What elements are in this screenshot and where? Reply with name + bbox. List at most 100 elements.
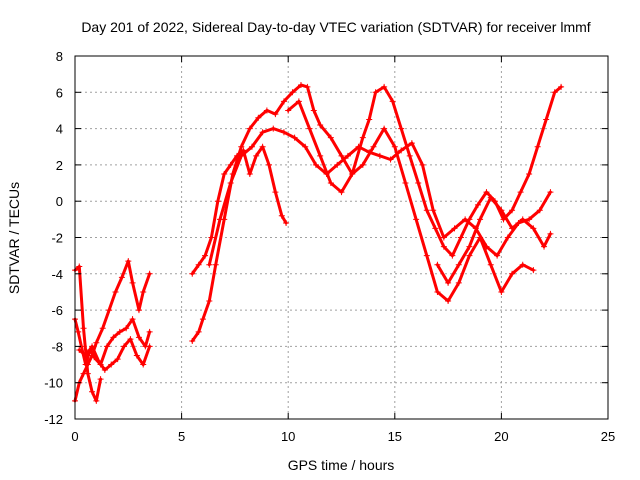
data-point bbox=[123, 325, 130, 332]
data-point bbox=[270, 125, 277, 132]
data-point bbox=[272, 111, 279, 118]
data-point bbox=[519, 216, 526, 223]
data-point bbox=[295, 98, 302, 105]
data-point bbox=[430, 207, 437, 214]
data-point bbox=[359, 161, 366, 168]
data-point bbox=[543, 116, 550, 123]
data-point bbox=[381, 83, 388, 90]
data-point bbox=[498, 207, 505, 214]
data-point bbox=[551, 89, 558, 96]
data-point bbox=[530, 225, 537, 232]
x-tick-label: 0 bbox=[71, 429, 78, 444]
x-axis-label: GPS time / hours bbox=[288, 457, 395, 473]
data-point bbox=[338, 189, 345, 196]
data-point bbox=[477, 216, 484, 223]
data-point bbox=[206, 261, 213, 268]
y-tick-label: 4 bbox=[56, 122, 63, 137]
data-point bbox=[93, 339, 100, 346]
data-point bbox=[434, 288, 441, 295]
data-point bbox=[349, 170, 356, 177]
data-point bbox=[133, 352, 140, 359]
data-point bbox=[238, 152, 245, 159]
data-point bbox=[146, 270, 153, 277]
data-point bbox=[93, 397, 100, 404]
data-point bbox=[146, 328, 153, 335]
data-point bbox=[530, 267, 537, 274]
y-tick-label: -6 bbox=[51, 303, 63, 318]
data-point bbox=[455, 261, 462, 268]
series-line bbox=[77, 337, 152, 372]
data-point bbox=[285, 107, 292, 114]
data-point bbox=[509, 270, 516, 277]
data-point bbox=[413, 216, 420, 223]
data-point bbox=[415, 180, 422, 187]
data-point bbox=[440, 234, 447, 241]
data-point bbox=[253, 152, 260, 159]
data-point bbox=[517, 189, 524, 196]
data-point bbox=[302, 143, 309, 150]
data-point bbox=[278, 212, 285, 219]
data-point bbox=[423, 252, 430, 259]
y-axis-label: SDTVAR / TECUs bbox=[6, 182, 22, 294]
data-point bbox=[372, 89, 379, 96]
data-point bbox=[376, 152, 383, 159]
gridlines bbox=[75, 56, 608, 419]
data-point bbox=[216, 216, 223, 223]
data-point bbox=[449, 252, 456, 259]
data-point bbox=[509, 225, 516, 232]
data-point bbox=[206, 298, 213, 305]
data-point bbox=[227, 161, 234, 168]
data-point bbox=[466, 252, 473, 259]
data-point bbox=[547, 230, 554, 237]
data-point bbox=[297, 82, 304, 89]
data-point bbox=[129, 316, 136, 323]
data-point bbox=[89, 388, 96, 395]
data-point bbox=[355, 143, 362, 150]
data-point bbox=[266, 161, 273, 168]
data-point bbox=[327, 180, 334, 187]
data-point bbox=[504, 234, 511, 241]
data-point bbox=[391, 143, 398, 150]
data-point bbox=[146, 343, 153, 350]
data-point bbox=[80, 325, 87, 332]
series-line bbox=[286, 99, 535, 303]
data-point bbox=[263, 107, 270, 114]
data-point bbox=[304, 83, 311, 90]
data-point bbox=[534, 143, 541, 150]
data-point bbox=[457, 234, 464, 241]
data-point bbox=[280, 129, 287, 136]
data-point bbox=[519, 261, 526, 268]
data-point bbox=[474, 201, 481, 208]
data-point bbox=[406, 152, 413, 159]
data-point bbox=[114, 356, 121, 363]
data-point bbox=[462, 216, 469, 223]
data-point bbox=[317, 121, 324, 128]
data-point bbox=[259, 129, 266, 136]
data-point bbox=[121, 343, 128, 350]
y-tick-label: 2 bbox=[56, 158, 63, 173]
data-point bbox=[212, 261, 219, 268]
data-point bbox=[536, 207, 543, 214]
data-point bbox=[195, 328, 202, 335]
data-point bbox=[423, 207, 430, 214]
data-point bbox=[419, 161, 426, 168]
data-point bbox=[125, 258, 132, 265]
data-point bbox=[291, 134, 298, 141]
data-point bbox=[110, 334, 117, 341]
data-point bbox=[106, 307, 113, 314]
data-point bbox=[547, 189, 554, 196]
data-series bbox=[72, 82, 565, 404]
data-point bbox=[89, 343, 96, 350]
data-point bbox=[387, 156, 394, 163]
data-point bbox=[246, 125, 253, 132]
y-tick-label: 0 bbox=[56, 194, 63, 209]
data-point bbox=[195, 261, 202, 268]
data-point bbox=[344, 152, 351, 159]
data-point bbox=[227, 180, 234, 187]
data-point bbox=[338, 152, 345, 159]
data-point bbox=[526, 216, 533, 223]
y-tick-label: 6 bbox=[56, 85, 63, 100]
series-track-9 bbox=[434, 194, 554, 286]
x-tick-label: 10 bbox=[281, 429, 295, 444]
data-point bbox=[248, 143, 255, 150]
